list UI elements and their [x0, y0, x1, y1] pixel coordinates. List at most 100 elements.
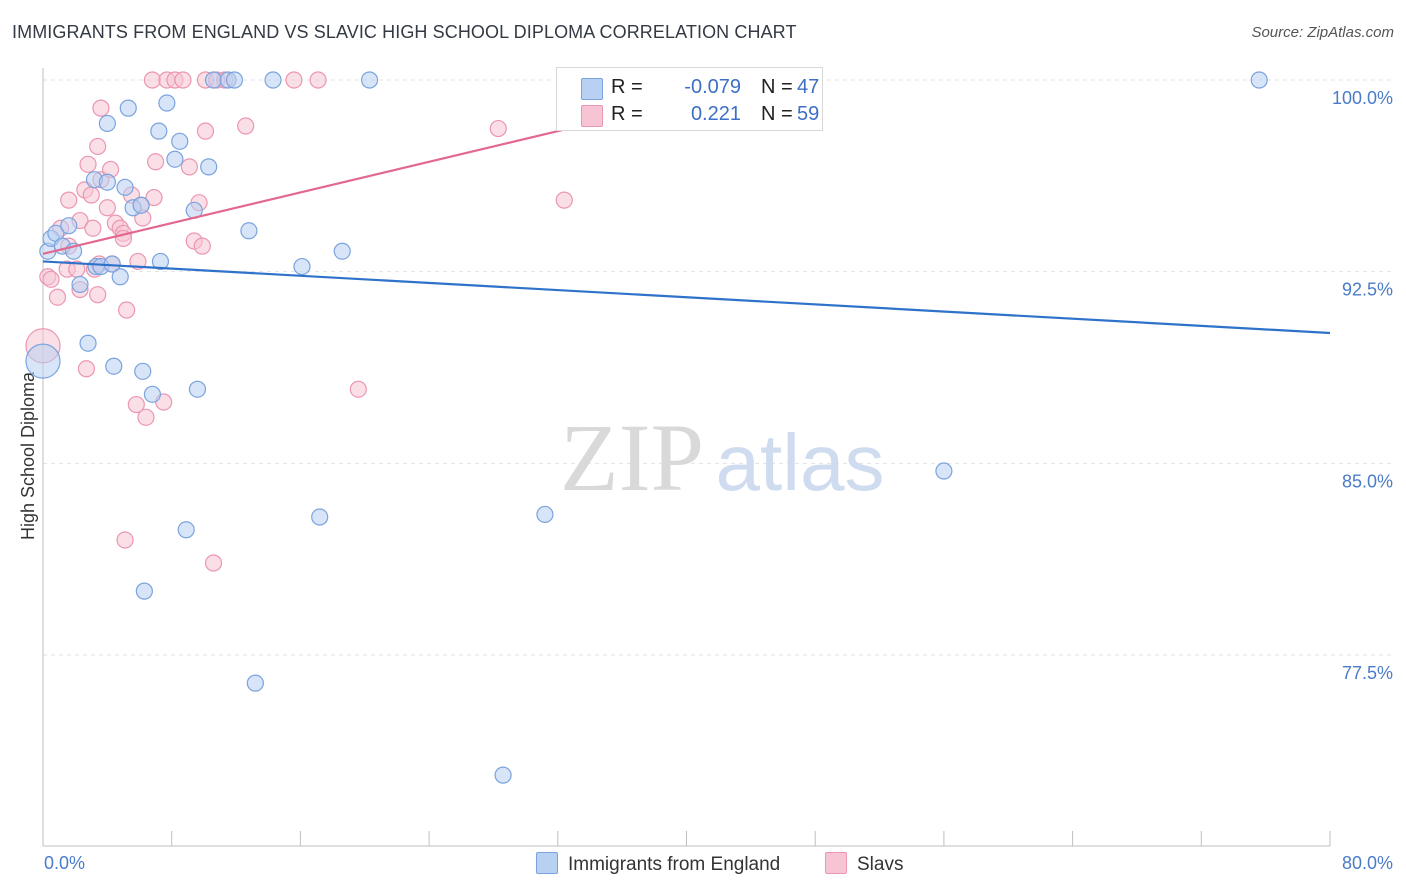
slavs-point: [127, 395, 145, 414]
slavs-point: [180, 158, 198, 176]
england-point: [116, 178, 134, 196]
england-r-value: -0.079: [684, 76, 741, 98]
series-legend: Immigrants from England Slavs: [0, 852, 1406, 878]
england-point: [225, 71, 244, 89]
england-point: [143, 385, 161, 403]
slavs-point: [118, 301, 136, 319]
slavs-point: [145, 188, 163, 207]
slavs-point: [285, 71, 303, 89]
england-point: [134, 362, 152, 380]
slavs-point: [193, 237, 211, 255]
england-point: [71, 275, 89, 294]
slavs-n-value: 59: [797, 103, 820, 125]
n-label: N =: [761, 76, 793, 98]
source-label: Source: ZipAtlas.com: [1251, 24, 1394, 41]
watermark-zip: ZIP: [560, 404, 704, 511]
slavs-r-value: 0.221: [690, 103, 741, 125]
watermark-atlas: atlas: [716, 418, 885, 507]
slavs-point: [89, 137, 107, 156]
slavs-point: [116, 531, 134, 549]
y-tick-label: 100.0%: [1332, 88, 1393, 108]
slavs-point: [48, 288, 67, 306]
slavs-point: [349, 380, 367, 398]
england-legend-label: Immigrants from England: [568, 854, 781, 875]
england-point: [158, 94, 176, 112]
slavs-point: [237, 117, 255, 135]
england-point: [150, 122, 168, 140]
watermark: ZIP atlas: [560, 404, 884, 511]
england-point: [311, 508, 329, 526]
slavs-legend-swatch: [825, 852, 847, 874]
trend-lines: [42, 99, 1331, 335]
y-axis-label: High School Diploma: [18, 371, 38, 540]
slavs-point: [42, 270, 60, 288]
stats-legend: R = -0.079 N = 47 R = 0.221 N = 59: [556, 67, 823, 131]
slavs-point: [89, 286, 107, 304]
y-tick-labels: 77.5% 85.0% 92.5% 100.0%: [1332, 88, 1393, 683]
r-label: R =: [611, 76, 643, 98]
england-point: [240, 222, 258, 240]
y-tick-label: 77.5%: [1342, 663, 1393, 683]
england-point: [360, 71, 379, 89]
england-point: [204, 71, 223, 89]
slavs-point: [98, 199, 116, 217]
england-point: [536, 505, 554, 524]
england-legend-swatch: [536, 852, 558, 874]
england-point: [105, 357, 123, 375]
england-point: [177, 521, 195, 539]
slavs-point: [82, 186, 100, 204]
slavs-point: [84, 219, 102, 237]
y-tick-label: 85.0%: [1342, 471, 1393, 491]
slavs-point: [174, 71, 192, 89]
slavs-point: [147, 153, 165, 171]
england-point: [1250, 71, 1268, 89]
slavs-legend-label: Slavs: [857, 854, 904, 875]
x-tick-label-min: 0.0%: [44, 853, 85, 873]
england-point: [264, 71, 282, 89]
slavs-point: [60, 191, 78, 209]
slavs-swatch: [581, 105, 603, 127]
slavs-point: [92, 99, 110, 117]
n-label: N =: [761, 103, 793, 125]
england-point: [98, 173, 116, 191]
england-point: [151, 252, 170, 271]
england-point: [333, 242, 351, 260]
england-point: [200, 158, 218, 176]
england-point: [135, 582, 153, 600]
england-point: [494, 766, 512, 784]
chart-title: IMMIGRANTS FROM ENGLAND VS SLAVIC HIGH S…: [12, 22, 797, 42]
england-point: [119, 99, 137, 117]
x-tick-label-max: 80.0%: [1342, 853, 1393, 873]
england-point: [79, 334, 97, 352]
england-trend-line: [42, 260, 1331, 335]
england-point: [246, 674, 264, 692]
slavs-point: [309, 71, 327, 89]
legend-item-slavs[interactable]: Slavs: [825, 852, 903, 876]
england-point: [188, 380, 207, 398]
england-point: [171, 132, 189, 150]
slavs-point: [196, 122, 215, 140]
slavs-point: [137, 408, 155, 426]
slavs-point: [77, 360, 96, 378]
england-point: [98, 114, 116, 133]
england-point: [935, 462, 953, 480]
legend-item-england[interactable]: Immigrants from England: [536, 852, 780, 876]
england-point: [60, 217, 78, 235]
england-point: [132, 196, 150, 214]
slavs-point: [555, 191, 573, 209]
slavs-point: [143, 71, 161, 89]
slavs-point: [204, 554, 223, 572]
slavs-point: [489, 119, 507, 138]
gridlines: [43, 79, 1393, 656]
england-swatch: [581, 78, 603, 100]
scatter-points: [25, 71, 1268, 784]
y-tick-label: 92.5%: [1342, 280, 1393, 300]
england-n-value: 47: [797, 76, 820, 98]
england-point: [25, 343, 61, 379]
england-point: [111, 268, 129, 286]
england-point: [293, 257, 311, 276]
england-point: [166, 150, 184, 168]
x-tick-marks: [42, 831, 1331, 846]
r-label: R =: [611, 103, 643, 125]
